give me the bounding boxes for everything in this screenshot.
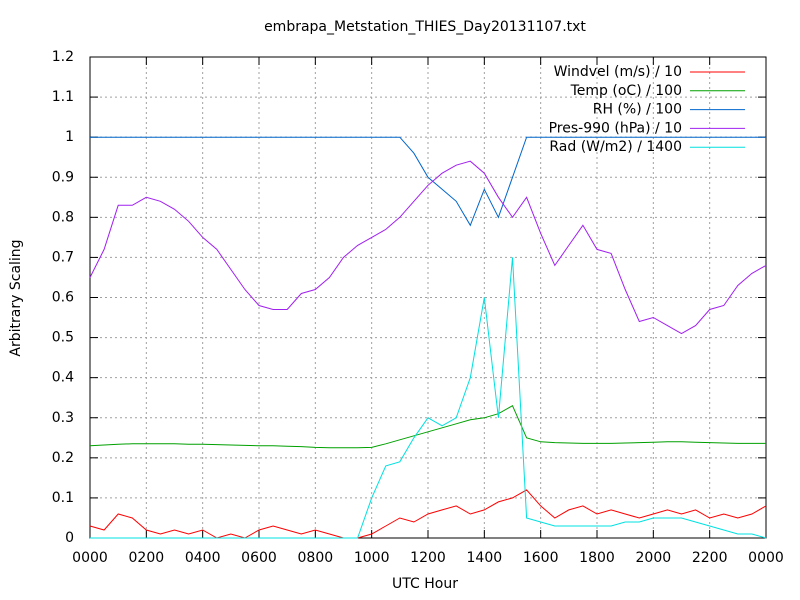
x-tick-label: 1000: [354, 550, 390, 566]
x-tick-label: 0600: [241, 550, 277, 566]
y-tick-label: 0.7: [52, 249, 74, 265]
x-tick-label: 2200: [692, 550, 728, 566]
y-tick-label: 0.8: [52, 209, 74, 225]
y-tick-label: 0.6: [52, 290, 74, 306]
plot-border: [89, 56, 767, 539]
y-tick-label: 0.1: [52, 490, 74, 506]
series-line: [89, 489, 767, 539]
x-tick-label: 1400: [467, 550, 503, 566]
y-axis-label: Arbitrary Scaling: [8, 239, 24, 356]
legend-label: Rad (W/m2) / 1400: [549, 139, 682, 155]
legend-label: RH (%) / 100: [593, 102, 682, 118]
y-tick-label: 0: [65, 530, 74, 546]
x-axis-label: UTC Hour: [392, 576, 458, 592]
x-tick-label: 0000: [72, 550, 108, 566]
x-tick-label: 1800: [579, 550, 615, 566]
y-tick-label: 1.1: [52, 89, 74, 105]
x-tick-label: 0200: [129, 550, 165, 566]
y-tick-label: 0.5: [52, 330, 74, 346]
x-tick-label: 1200: [410, 550, 446, 566]
legend-label: Temp (oC) / 100: [570, 83, 682, 99]
series-line: [90, 136, 766, 227]
y-tick-label: 1.2: [52, 49, 74, 65]
legend-label: Pres-990 (hPa) / 10: [549, 120, 682, 136]
x-tick-label: 2000: [636, 550, 672, 566]
chart-title: embrapa_Metstation_THIES_Day20131107.txt: [264, 19, 586, 35]
x-tick-label: 1600: [523, 550, 559, 566]
y-tick-label: 1: [65, 129, 74, 145]
x-tick-label: 0800: [298, 550, 334, 566]
y-tick-label: 0.2: [52, 450, 74, 466]
y-tick-label: 0.4: [52, 370, 74, 386]
series-line: [90, 257, 767, 539]
y-tick-label: 0.3: [52, 410, 74, 426]
series-line: [89, 160, 767, 335]
x-tick-label: 0400: [185, 550, 221, 566]
series-line: [89, 404, 766, 449]
legend-label: Windvel (m/s) / 10: [554, 64, 682, 80]
x-tick-label: 0000: [748, 550, 784, 566]
y-tick-label: 0.9: [52, 169, 74, 185]
